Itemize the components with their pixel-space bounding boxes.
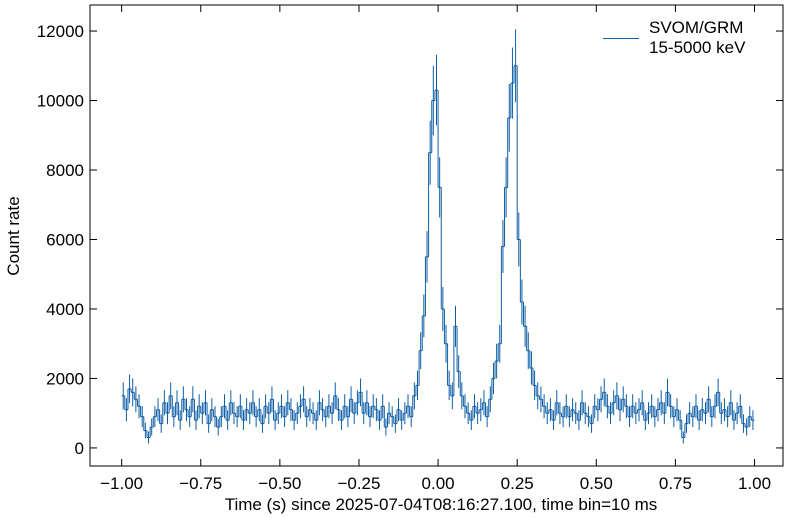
x-tick-label: −1.00	[100, 474, 143, 493]
x-tick-label: −0.25	[337, 474, 380, 493]
x-tick-label: −0.50	[258, 474, 301, 493]
y-tick-label: 10000	[37, 92, 84, 111]
legend-label: SVOM/GRM 15-5000 keV	[649, 18, 746, 57]
y-tick-label: 4000	[46, 300, 84, 319]
x-axis-label: Time (s) since 2025-07-04T08:16:27.100, …	[225, 495, 658, 514]
plot-frame	[89, 4, 784, 467]
y-tick-label: 0	[75, 439, 84, 458]
y-tick-label: 12000	[37, 22, 84, 41]
x-tick-label: 1.00	[738, 474, 771, 493]
x-tick-label: 0.50	[580, 474, 613, 493]
y-tick-label: 2000	[46, 369, 84, 388]
y-tick-label: 8000	[46, 161, 84, 180]
y-axis-label: Count rate	[4, 196, 23, 275]
legend: SVOM/GRM 15-5000 keV	[603, 18, 745, 58]
x-tick-label: 0.25	[501, 474, 534, 493]
y-tick-label: 6000	[46, 230, 84, 249]
x-tick-label: −0.75	[179, 474, 222, 493]
legend-swatch	[603, 37, 639, 39]
x-tick-label: 0.00	[422, 474, 455, 493]
x-tick-label: 0.75	[659, 474, 692, 493]
